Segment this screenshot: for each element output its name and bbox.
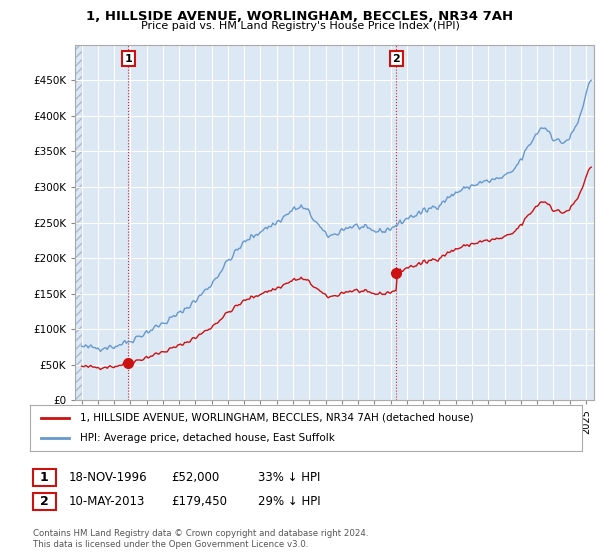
Text: 10-MAY-2013: 10-MAY-2013 [69, 494, 145, 508]
Text: £52,000: £52,000 [171, 470, 219, 484]
Text: HPI: Average price, detached house, East Suffolk: HPI: Average price, detached house, East… [80, 433, 335, 443]
Text: 1, HILLSIDE AVENUE, WORLINGHAM, BECCLES, NR34 7AH (detached house): 1, HILLSIDE AVENUE, WORLINGHAM, BECCLES,… [80, 413, 473, 423]
Text: 29% ↓ HPI: 29% ↓ HPI [258, 494, 320, 508]
Text: £179,450: £179,450 [171, 494, 227, 508]
Text: 1: 1 [40, 470, 49, 484]
Text: 1: 1 [124, 54, 132, 64]
Text: 1, HILLSIDE AVENUE, WORLINGHAM, BECCLES, NR34 7AH: 1, HILLSIDE AVENUE, WORLINGHAM, BECCLES,… [86, 10, 514, 23]
Text: 33% ↓ HPI: 33% ↓ HPI [258, 470, 320, 484]
Text: 2: 2 [40, 494, 49, 508]
Text: 18-NOV-1996: 18-NOV-1996 [69, 470, 148, 484]
Text: Price paid vs. HM Land Registry's House Price Index (HPI): Price paid vs. HM Land Registry's House … [140, 21, 460, 31]
Text: Contains HM Land Registry data © Crown copyright and database right 2024.
This d: Contains HM Land Registry data © Crown c… [33, 529, 368, 549]
Text: 2: 2 [392, 54, 400, 64]
